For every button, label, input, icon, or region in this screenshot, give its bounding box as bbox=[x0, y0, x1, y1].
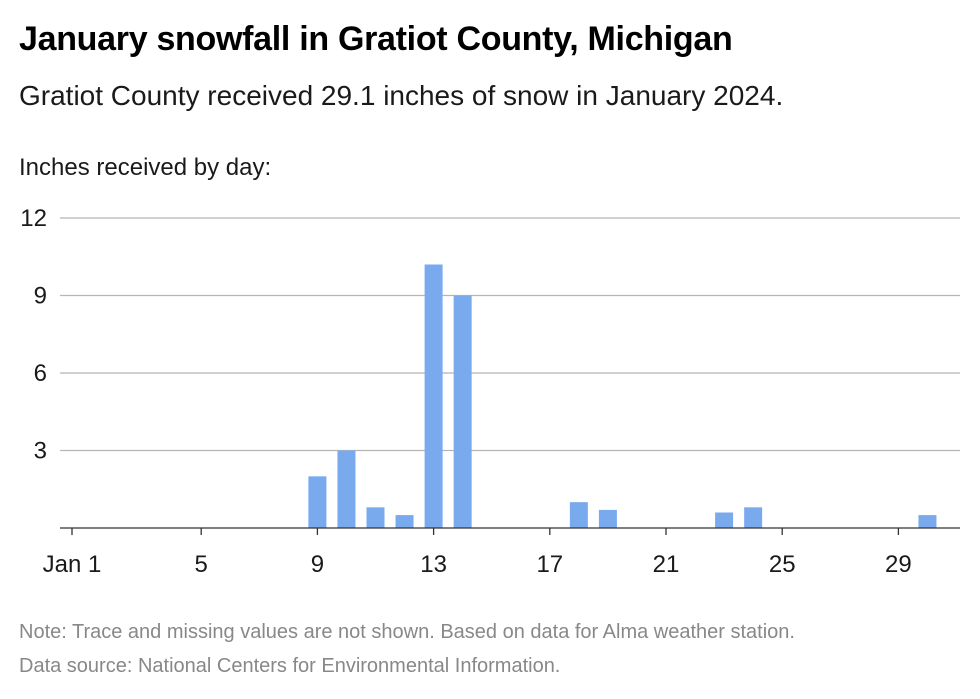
bar-day-30 bbox=[918, 515, 937, 528]
bar-day-9 bbox=[308, 476, 327, 528]
bar-day-13 bbox=[424, 264, 443, 528]
bar-day-19 bbox=[598, 509, 617, 528]
y-axis-label: Inches received by day: bbox=[19, 154, 272, 181]
x-tick-label: 5 bbox=[195, 551, 208, 578]
x-tick-label: 25 bbox=[769, 551, 796, 578]
bar-day-12 bbox=[395, 515, 414, 528]
y-tick-label: 6 bbox=[34, 360, 47, 387]
bar-day-14 bbox=[453, 295, 472, 528]
x-tick-label: 13 bbox=[420, 551, 447, 578]
chart-note: Note: Trace and missing values are not s… bbox=[19, 621, 795, 643]
bar-day-23 bbox=[715, 512, 734, 528]
chart-title: January snowfall in Gratiot County, Mich… bbox=[19, 20, 733, 58]
y-tick-label: 9 bbox=[34, 283, 47, 310]
data-source: Data source: National Centers for Enviro… bbox=[19, 655, 561, 677]
x-tick-label: 29 bbox=[885, 551, 912, 578]
bar-day-10 bbox=[337, 450, 356, 528]
x-tick-label: 9 bbox=[311, 551, 324, 578]
chart-subtitle: Gratiot County received 29.1 inches of s… bbox=[19, 80, 784, 111]
x-tick-label: Jan 1 bbox=[43, 551, 102, 578]
x-tick-label: 17 bbox=[536, 551, 563, 578]
y-tick-label: 12 bbox=[20, 205, 47, 232]
bar-day-24 bbox=[744, 507, 763, 528]
bar-day-11 bbox=[366, 507, 385, 528]
y-tick-label: 3 bbox=[34, 438, 47, 465]
x-tick-label: 21 bbox=[653, 551, 680, 578]
bar-day-18 bbox=[569, 502, 588, 528]
snowfall-bar-chart: 3 6 9 12 Jan 1 5 9 13 17 21 25 29 bbox=[20, 205, 960, 578]
